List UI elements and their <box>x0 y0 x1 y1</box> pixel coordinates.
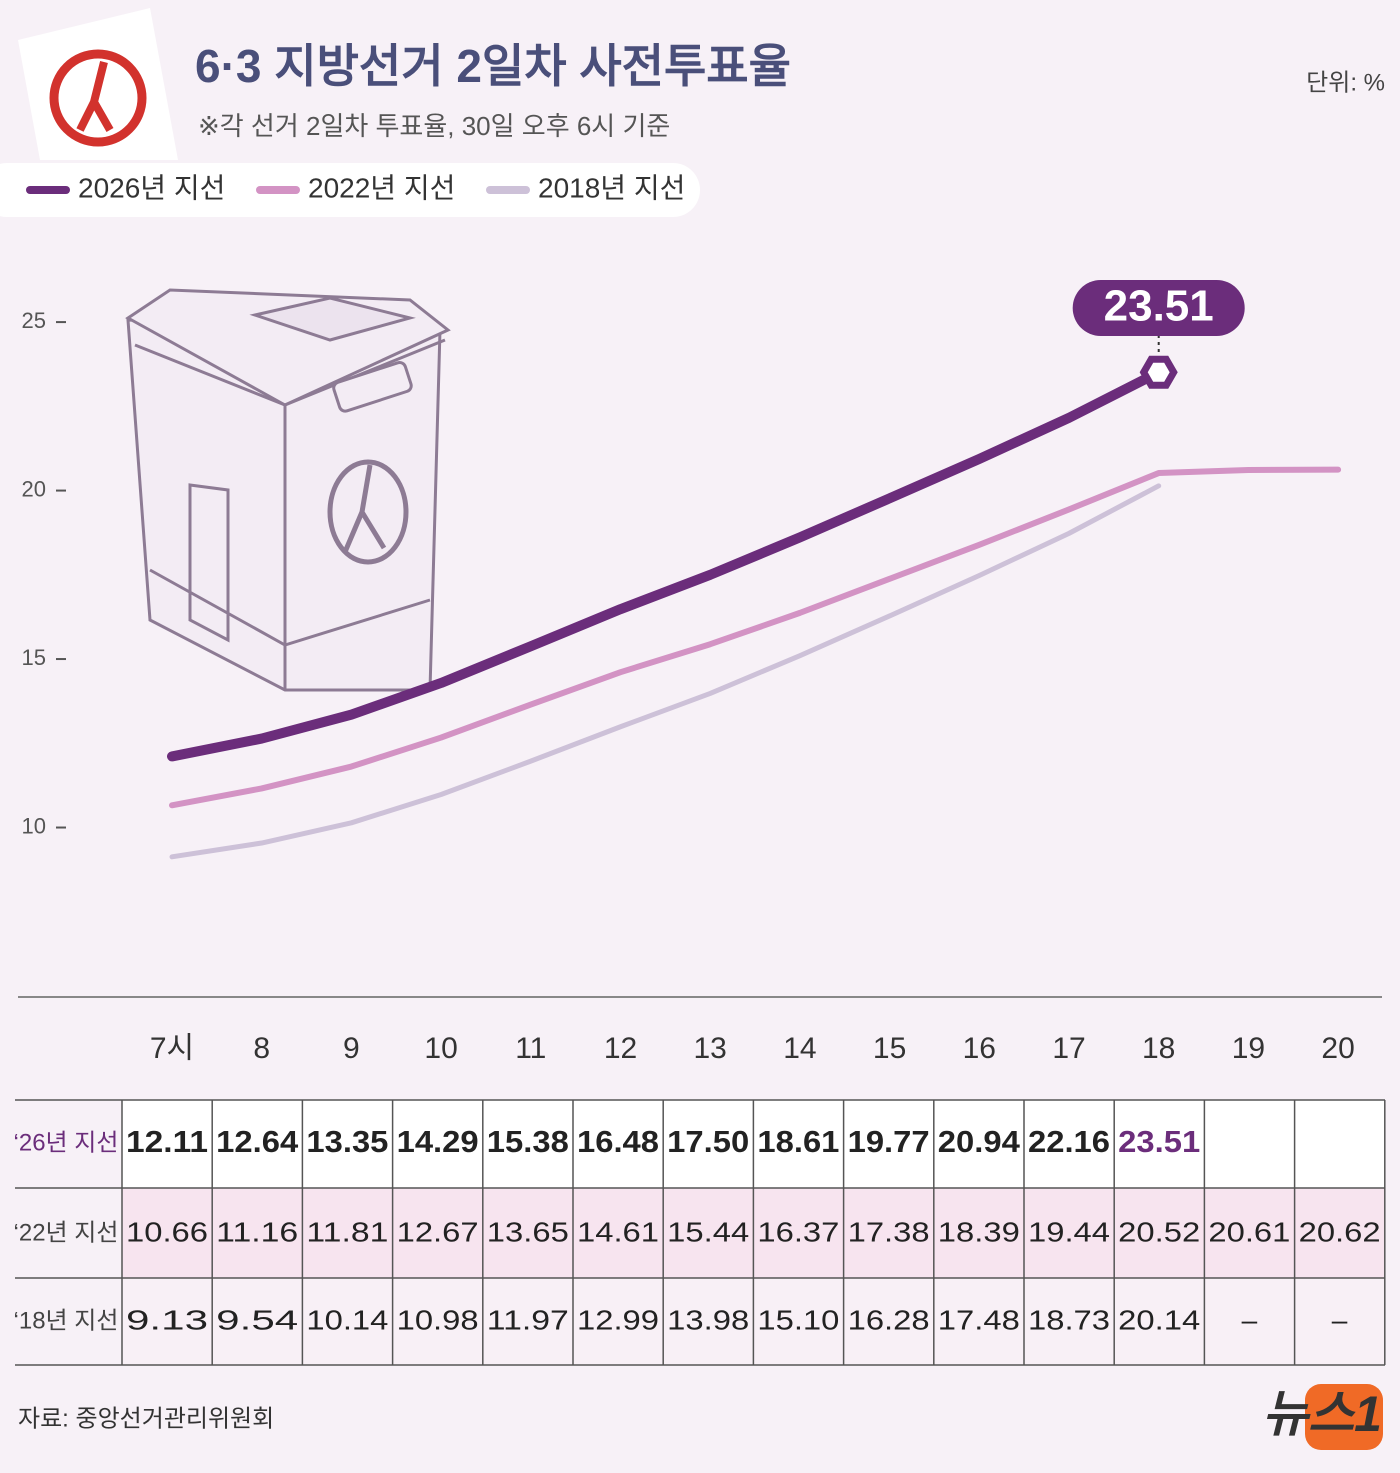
table-cell: 13.65 <box>487 1216 569 1247</box>
x-tick-label: 13 <box>694 1032 727 1065</box>
table-cell: 12.64 <box>216 1124 299 1159</box>
callout-box <box>1072 280 1245 336</box>
table-cell: 16.28 <box>848 1304 930 1335</box>
x-tick-label: 15 <box>873 1032 906 1065</box>
title: 6·3 지방선거 2일차 사전투표율 <box>195 40 791 92</box>
logo: 뉴스1 <box>1262 1386 1382 1442</box>
y-tick-label: 20 <box>22 476 46 501</box>
series-line <box>167 367 1164 762</box>
table-cell: 15.38 <box>487 1124 569 1159</box>
table-cell: 12.11 <box>126 1124 208 1159</box>
table-cell: 11.16 <box>216 1216 298 1247</box>
legend-label: 2022년 지선 <box>308 172 455 203</box>
x-tick-label: 17 <box>1052 1032 1085 1065</box>
table-cell: 20.14 <box>1118 1304 1200 1335</box>
ballot-icon <box>18 8 178 160</box>
table-cell: 19.77 <box>848 1124 930 1159</box>
x-tick-label: 19 <box>1232 1032 1265 1065</box>
table-cell: 20.62 <box>1299 1216 1381 1247</box>
table-cell: 22.16 <box>1028 1124 1110 1159</box>
table-cell: 17.50 <box>667 1124 749 1159</box>
row-label: ‘18년 지선 <box>14 1307 119 1334</box>
logo-mark <box>1305 1384 1383 1450</box>
table-cell: 15.44 <box>667 1216 749 1247</box>
table-cell: 16.48 <box>577 1124 659 1159</box>
table-cell: 11.97 <box>487 1304 569 1335</box>
table-cell: 17.48 <box>938 1304 1020 1335</box>
table-cell: 12.99 <box>577 1304 659 1335</box>
table-cell: 10.98 <box>397 1304 479 1335</box>
table-cell: 9.13 <box>126 1304 208 1335</box>
table-cell: 14.61 <box>577 1216 659 1247</box>
table-cell: 19.44 <box>1028 1216 1110 1247</box>
x-tick-label: 12 <box>604 1032 637 1065</box>
row-label: ‘22년 지선 <box>14 1219 119 1246</box>
legend-box <box>0 163 700 217</box>
series-line <box>169 483 1162 860</box>
table-cell: 14.29 <box>397 1124 479 1159</box>
table-cell: 13.98 <box>667 1304 749 1335</box>
x-tick-label: 8 <box>253 1032 270 1065</box>
x-tick-label: 16 <box>963 1032 996 1065</box>
point-marker <box>1139 355 1178 389</box>
table-cell: 13.35 <box>306 1124 388 1159</box>
callout-label: 23.51 <box>1104 282 1214 331</box>
table-cell: 11.81 <box>306 1216 388 1247</box>
table-cell: 15.10 <box>757 1304 839 1335</box>
x-tick-label: 9 <box>343 1032 360 1065</box>
table-cell: 23.51 <box>1118 1124 1200 1159</box>
unit: 단위: % <box>1306 69 1385 96</box>
table-cell: 17.38 <box>848 1216 930 1247</box>
table-cell: 9.54 <box>216 1304 298 1335</box>
table-cell: 10.14 <box>306 1304 388 1335</box>
x-tick-label: 14 <box>783 1032 816 1065</box>
table-cell: 18.39 <box>938 1216 1020 1247</box>
legend-label: 2026년 지선 <box>78 172 225 203</box>
table-cell: 18.61 <box>757 1124 839 1159</box>
y-tick-label: 25 <box>22 308 46 333</box>
y-tick-label: 10 <box>22 813 46 838</box>
table-cell: 20.52 <box>1118 1216 1200 1247</box>
series-line <box>169 466 1342 809</box>
legend-label: 2018년 지선 <box>538 172 685 203</box>
table-cell: 18.73 <box>1028 1304 1110 1335</box>
subtitle: ※각 선거 2일차 투표율, 30일 오후 6시 기준 <box>198 111 670 141</box>
table-cell: 12.67 <box>397 1216 479 1247</box>
x-tick-label: 7시 <box>150 1032 194 1065</box>
x-tick-label: 18 <box>1142 1032 1175 1065</box>
x-tick-label: 10 <box>424 1032 457 1065</box>
table-cell: 20.94 <box>938 1124 1021 1159</box>
table-cell: – <box>1332 1304 1348 1335</box>
source: 자료: 중앙선거관리위원회 <box>18 1405 274 1432</box>
table-cell: 20.61 <box>1208 1216 1290 1247</box>
row-label: ‘26년 지선 <box>14 1129 119 1156</box>
ballot-box <box>125 288 451 692</box>
x-tick-label: 20 <box>1321 1032 1354 1065</box>
y-tick-label: 15 <box>22 645 46 670</box>
table-cell: 10.66 <box>126 1216 208 1247</box>
x-tick-label: 11 <box>515 1032 546 1065</box>
table-cell: 16.37 <box>757 1216 839 1247</box>
table-cell: – <box>1242 1304 1258 1335</box>
